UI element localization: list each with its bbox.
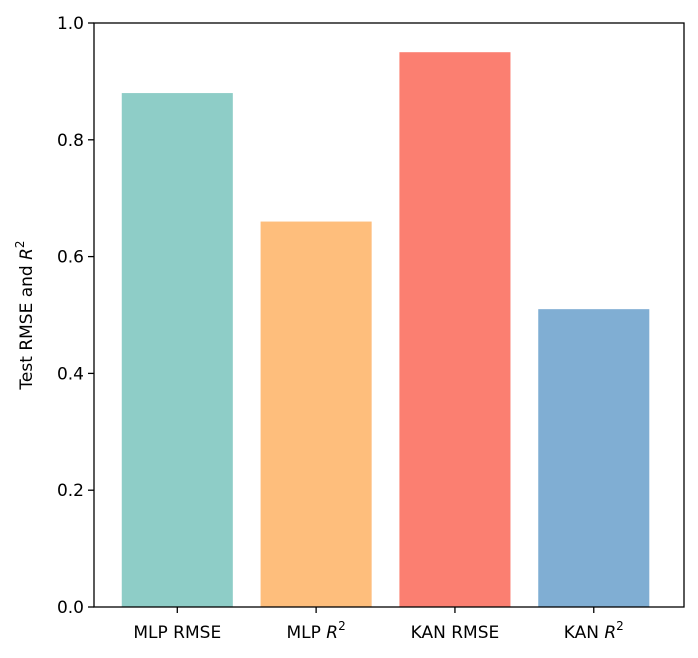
y-axis: 0.0 0.2 0.4 0.6 0.8 1.0 <box>57 14 94 618</box>
bar-kan-r2 <box>538 309 650 607</box>
bars-group <box>121 52 650 607</box>
x-tick-label-mlp-r2: MLP R2 <box>286 619 345 643</box>
y-tick-label: 0.4 <box>57 364 84 384</box>
y-axis-label: Test RMSE and R2 <box>13 240 37 390</box>
bar-kan-rmse <box>399 52 511 607</box>
bar-mlp-r2 <box>260 221 372 607</box>
y-tick-label: 0.2 <box>57 481 84 501</box>
x-tick-label-kan-r2: KAN R2 <box>564 619 624 643</box>
y-tick-label: 0.0 <box>57 598 84 618</box>
x-tick-label-mlp-rmse: MLP RMSE <box>133 623 221 643</box>
bar-mlp-rmse <box>121 93 233 607</box>
y-tick-label: 0.6 <box>57 248 84 268</box>
x-tick-label-kan-rmse: KAN RMSE <box>411 623 500 643</box>
y-tick-label: 0.8 <box>57 131 84 151</box>
x-axis: MLP RMSE MLP R2 KAN RMSE KAN R2 <box>133 607 624 643</box>
y-tick-label: 1.0 <box>57 14 84 34</box>
plot-frame <box>93 22 685 608</box>
